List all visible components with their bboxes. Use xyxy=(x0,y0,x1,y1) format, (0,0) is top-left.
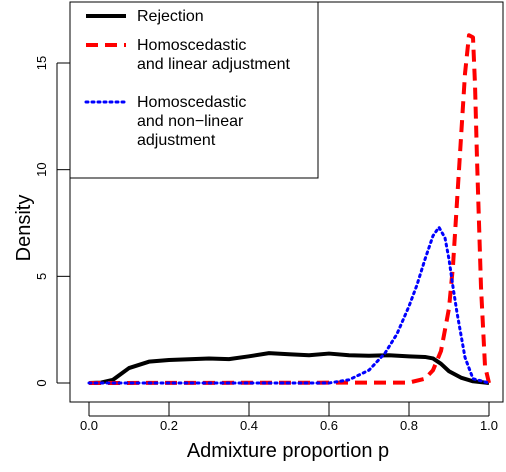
legend-label-3: and non−linear xyxy=(137,113,244,130)
legend-label-3: Homoscedastic xyxy=(137,94,246,111)
x-tick-label: 0.8 xyxy=(400,418,418,433)
y-tick-label: 5 xyxy=(34,273,49,280)
x-tick-label: 0.0 xyxy=(80,418,98,433)
legend-label-2: and linear adjustment xyxy=(137,56,291,73)
y-tick-label: 15 xyxy=(34,56,49,70)
series-line-1 xyxy=(88,351,490,385)
series-line-2 xyxy=(88,33,491,385)
legend-label-3: adjustment xyxy=(137,132,216,149)
x-tick-label: 0.2 xyxy=(160,418,178,433)
x-tick-label: 1.0 xyxy=(480,418,498,433)
x-axis-title: Admixture proportion p xyxy=(187,440,389,462)
x-tick-label: 0.4 xyxy=(240,418,258,433)
legend-label-1: Rejection xyxy=(137,8,204,25)
x-tick-label: 0.6 xyxy=(320,418,338,433)
series-line-3 xyxy=(87,225,491,385)
y-axis-title: Density xyxy=(13,195,35,262)
legend-label-2: Homoscedastic xyxy=(137,37,246,54)
legend-box xyxy=(69,1,319,179)
y-tick-label: 0 xyxy=(34,379,49,386)
y-tick-label: 10 xyxy=(34,162,49,176)
